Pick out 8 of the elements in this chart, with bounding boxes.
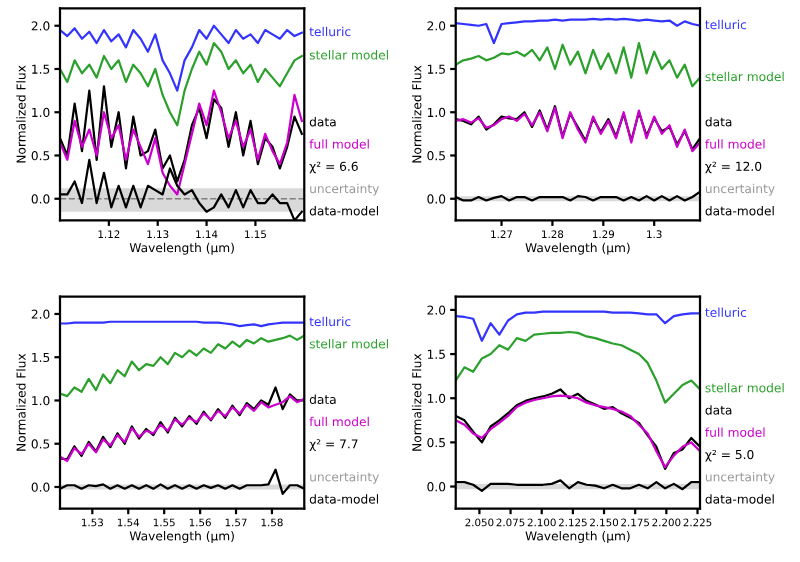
line-series: [455, 17, 700, 45]
line-series: [455, 330, 700, 404]
line-series: [455, 41, 700, 88]
line-series: [60, 24, 303, 92]
line-series: [455, 310, 700, 342]
line-series: [60, 41, 303, 127]
line-series: [60, 89, 303, 196]
line-series: [60, 334, 305, 398]
